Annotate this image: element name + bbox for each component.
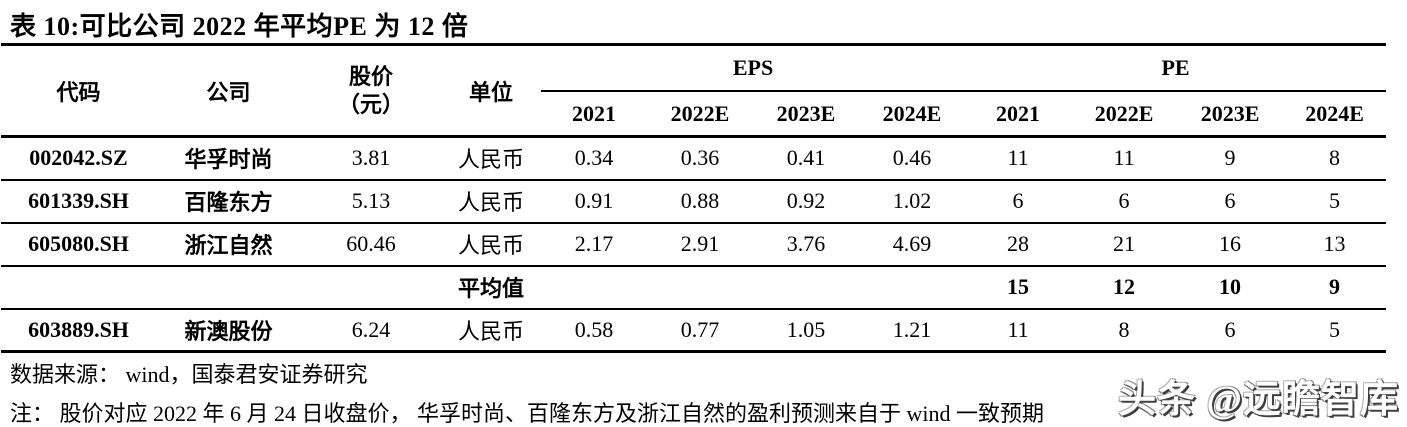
cell-code: 601339.SH	[28, 188, 129, 213]
header-pe-2021: 2021	[996, 100, 1041, 126]
cell-code: 605080.SH	[28, 231, 129, 256]
watermark: 头条 @远瞻智库	[1118, 379, 1399, 421]
table-body: 002042.SZ 华孚时尚 3.81 人民币 0.34 0.36 0.41 0…	[1, 137, 1387, 352]
cell-eps-2024e: 1.02	[892, 188, 932, 213]
header-code: 代码	[56, 79, 101, 105]
header-year-row: 2021 2022E 2023E 2024E 2021 2022E 2023E …	[1, 91, 1386, 137]
cell-eps-2024e: 4.69	[892, 231, 932, 256]
cell-eps-2023e: 0.92	[786, 188, 826, 213]
header-group-row: 代码 公司 股价 （元） 单位 EPS PE	[1, 44, 1387, 117]
cell-eps-2022e: 0.36	[680, 145, 720, 171]
cell-company: 百隆东方	[184, 190, 273, 215]
cell-price: 5.13	[351, 188, 391, 213]
cell-eps-2024e: 1.21	[892, 316, 932, 342]
cell-company: 新澳股份	[184, 318, 273, 344]
average-row: 平均值 15 12 10 9	[1, 265, 1387, 309]
cell-eps-2021: 2.17	[574, 231, 614, 256]
header-pe-2023e: 2023E	[1200, 100, 1260, 126]
cell-pe-2024e: 8	[1329, 145, 1341, 171]
header-group-eps: EPS	[541, 44, 966, 92]
header-group-pe: PE	[965, 44, 1387, 92]
footnote: 注： 股价对应 2022 年 6 月 24 日收盘价， 华孚时尚、百隆东方及浙江…	[10, 401, 1045, 426]
avg-pe-2023e: 10	[1219, 274, 1242, 299]
header-eps-2023e: 2023E	[776, 100, 836, 126]
cell-empty	[541, 266, 647, 309]
cell-unit: 人民币	[457, 233, 524, 258]
avg-pe-2024e: 9	[1329, 274, 1341, 299]
average-label: 平均值	[457, 276, 524, 301]
table-row: 002042.SZ 华孚时尚 3.81 人民币 0.34 0.36 0.41 0…	[1, 137, 1386, 180]
cell-eps-2021: 0.34	[574, 145, 614, 171]
cell-empty	[156, 266, 301, 309]
cell-pe-2024e: 5	[1329, 188, 1341, 213]
avg-pe-2022e: 12	[1113, 274, 1136, 299]
table-title: 表 10:可比公司 2022 年平均PE 为 12 倍	[10, 12, 469, 41]
cell-empty	[859, 266, 965, 309]
cell-pe-2021: 28	[1007, 231, 1030, 256]
cell-pe-2022e: 8	[1118, 316, 1130, 342]
data-source-note: 数据来源： wind，国泰君安证券研究	[10, 362, 368, 387]
header-eps-2024e: 2024E	[882, 100, 942, 126]
cell-pe-2023e: 6	[1224, 316, 1236, 342]
cell-code: 002042.SZ	[29, 145, 128, 171]
cell-pe-2022e: 6	[1118, 188, 1130, 213]
cell-eps-2022e: 2.91	[680, 231, 720, 256]
header-company: 公司	[206, 79, 251, 105]
avg-pe-2021: 15	[1007, 274, 1030, 299]
cell-eps-2023e: 3.76	[786, 231, 826, 256]
cell-empty	[301, 266, 441, 309]
header-price-line2: （元）	[337, 91, 404, 117]
cell-pe-2021: 11	[1007, 145, 1029, 171]
header-eps-2022e: 2022E	[670, 100, 730, 126]
cell-eps-2022e: 0.77	[680, 316, 720, 342]
cell-pe-2022e: 11	[1113, 145, 1135, 171]
cell-pe-2024e: 5	[1329, 316, 1341, 342]
table-row: 601339.SH 百隆东方 5.13 人民币 0.91 0.88 0.92 1…	[1, 179, 1387, 223]
cell-empty	[1, 266, 156, 309]
cell-unit: 人民币	[457, 190, 524, 215]
header-unit: 单位	[468, 79, 513, 105]
table-header: 代码 公司 股价 （元） 单位 EPS PE 2021 2022E 2023E …	[1, 44, 1387, 137]
cell-eps-2023e: 1.05	[786, 316, 826, 342]
cell-price: 60.46	[346, 231, 396, 256]
cell-company: 华孚时尚	[184, 147, 273, 173]
cell-pe-2021: 6	[1012, 188, 1024, 213]
cell-eps-2022e: 0.88	[680, 188, 720, 213]
cell-unit: 人民币	[457, 318, 524, 344]
table-row: 605080.SH 浙江自然 60.46 人民币 2.17 2.91 3.76 …	[1, 222, 1387, 266]
header-pe-2022e: 2022E	[1094, 100, 1154, 126]
cell-price: 6.24	[351, 316, 391, 342]
header-price: 股价 （元）	[301, 45, 441, 137]
cell-eps-2024e: 0.46	[892, 145, 932, 171]
cell-eps-2021: 0.58	[574, 316, 614, 342]
cell-empty	[753, 266, 859, 309]
cell-empty	[647, 266, 753, 309]
table-row: 603889.SH 新澳股份 6.24 人民币 0.58 0.77 1.05 1…	[1, 308, 1387, 352]
cell-pe-2023e: 9	[1224, 145, 1236, 171]
cell-pe-2022e: 21	[1113, 231, 1136, 256]
cell-unit: 人民币	[457, 147, 524, 173]
header-eps-2021: 2021	[572, 100, 616, 126]
cell-pe-2023e: 16	[1219, 231, 1242, 256]
header-price-line1: 股价	[348, 64, 393, 89]
cell-eps-2021: 0.91	[574, 188, 614, 213]
cell-price: 3.81	[351, 145, 391, 171]
cell-eps-2023e: 0.41	[786, 145, 826, 171]
comparable-companies-table: 代码 公司 股价 （元） 单位 EPS PE 2021 2022E 2023E …	[1, 43, 1387, 353]
cell-code: 603889.SH	[28, 316, 129, 342]
cell-pe-2023e: 6	[1224, 188, 1236, 213]
header-pe-2024e: 2024E	[1305, 100, 1364, 126]
cell-pe-2021: 11	[1007, 316, 1029, 342]
cell-company: 浙江自然	[184, 233, 273, 258]
cell-pe-2024e: 13	[1323, 231, 1346, 256]
